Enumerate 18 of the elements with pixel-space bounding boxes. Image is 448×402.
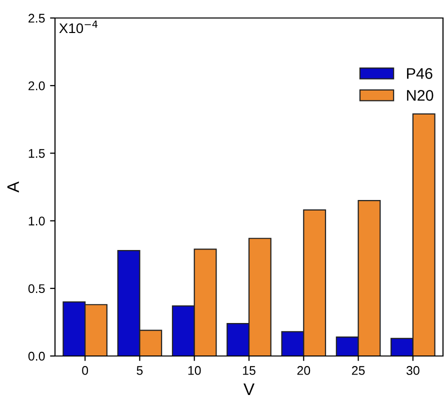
x-axis-title: V	[244, 384, 254, 396]
legend-label: P46	[407, 68, 432, 79]
x-tick-label: 30	[406, 366, 420, 375]
x-tick-label: 5	[136, 366, 143, 375]
y-tick-label: 1.5	[28, 149, 45, 158]
y-tick-label: 2.0	[28, 81, 45, 90]
y-tick-label: 1.0	[28, 216, 45, 226]
x-tick-label: 20	[297, 366, 310, 375]
x-tick-label: 25	[352, 366, 365, 375]
x-tick-label: 15	[243, 366, 256, 375]
x-tick-label: 10	[188, 366, 201, 375]
x-tick-label: 0	[82, 366, 88, 375]
y-axis-title: A	[7, 181, 19, 193]
y-tick-label: 0.0	[28, 352, 45, 361]
annotation: X10$^{−4}$	[59, 20, 98, 34]
y-tick-label: 2.5	[28, 14, 45, 23]
legend-label: N20	[407, 90, 434, 101]
y-tick-label: 0.5	[28, 284, 45, 294]
